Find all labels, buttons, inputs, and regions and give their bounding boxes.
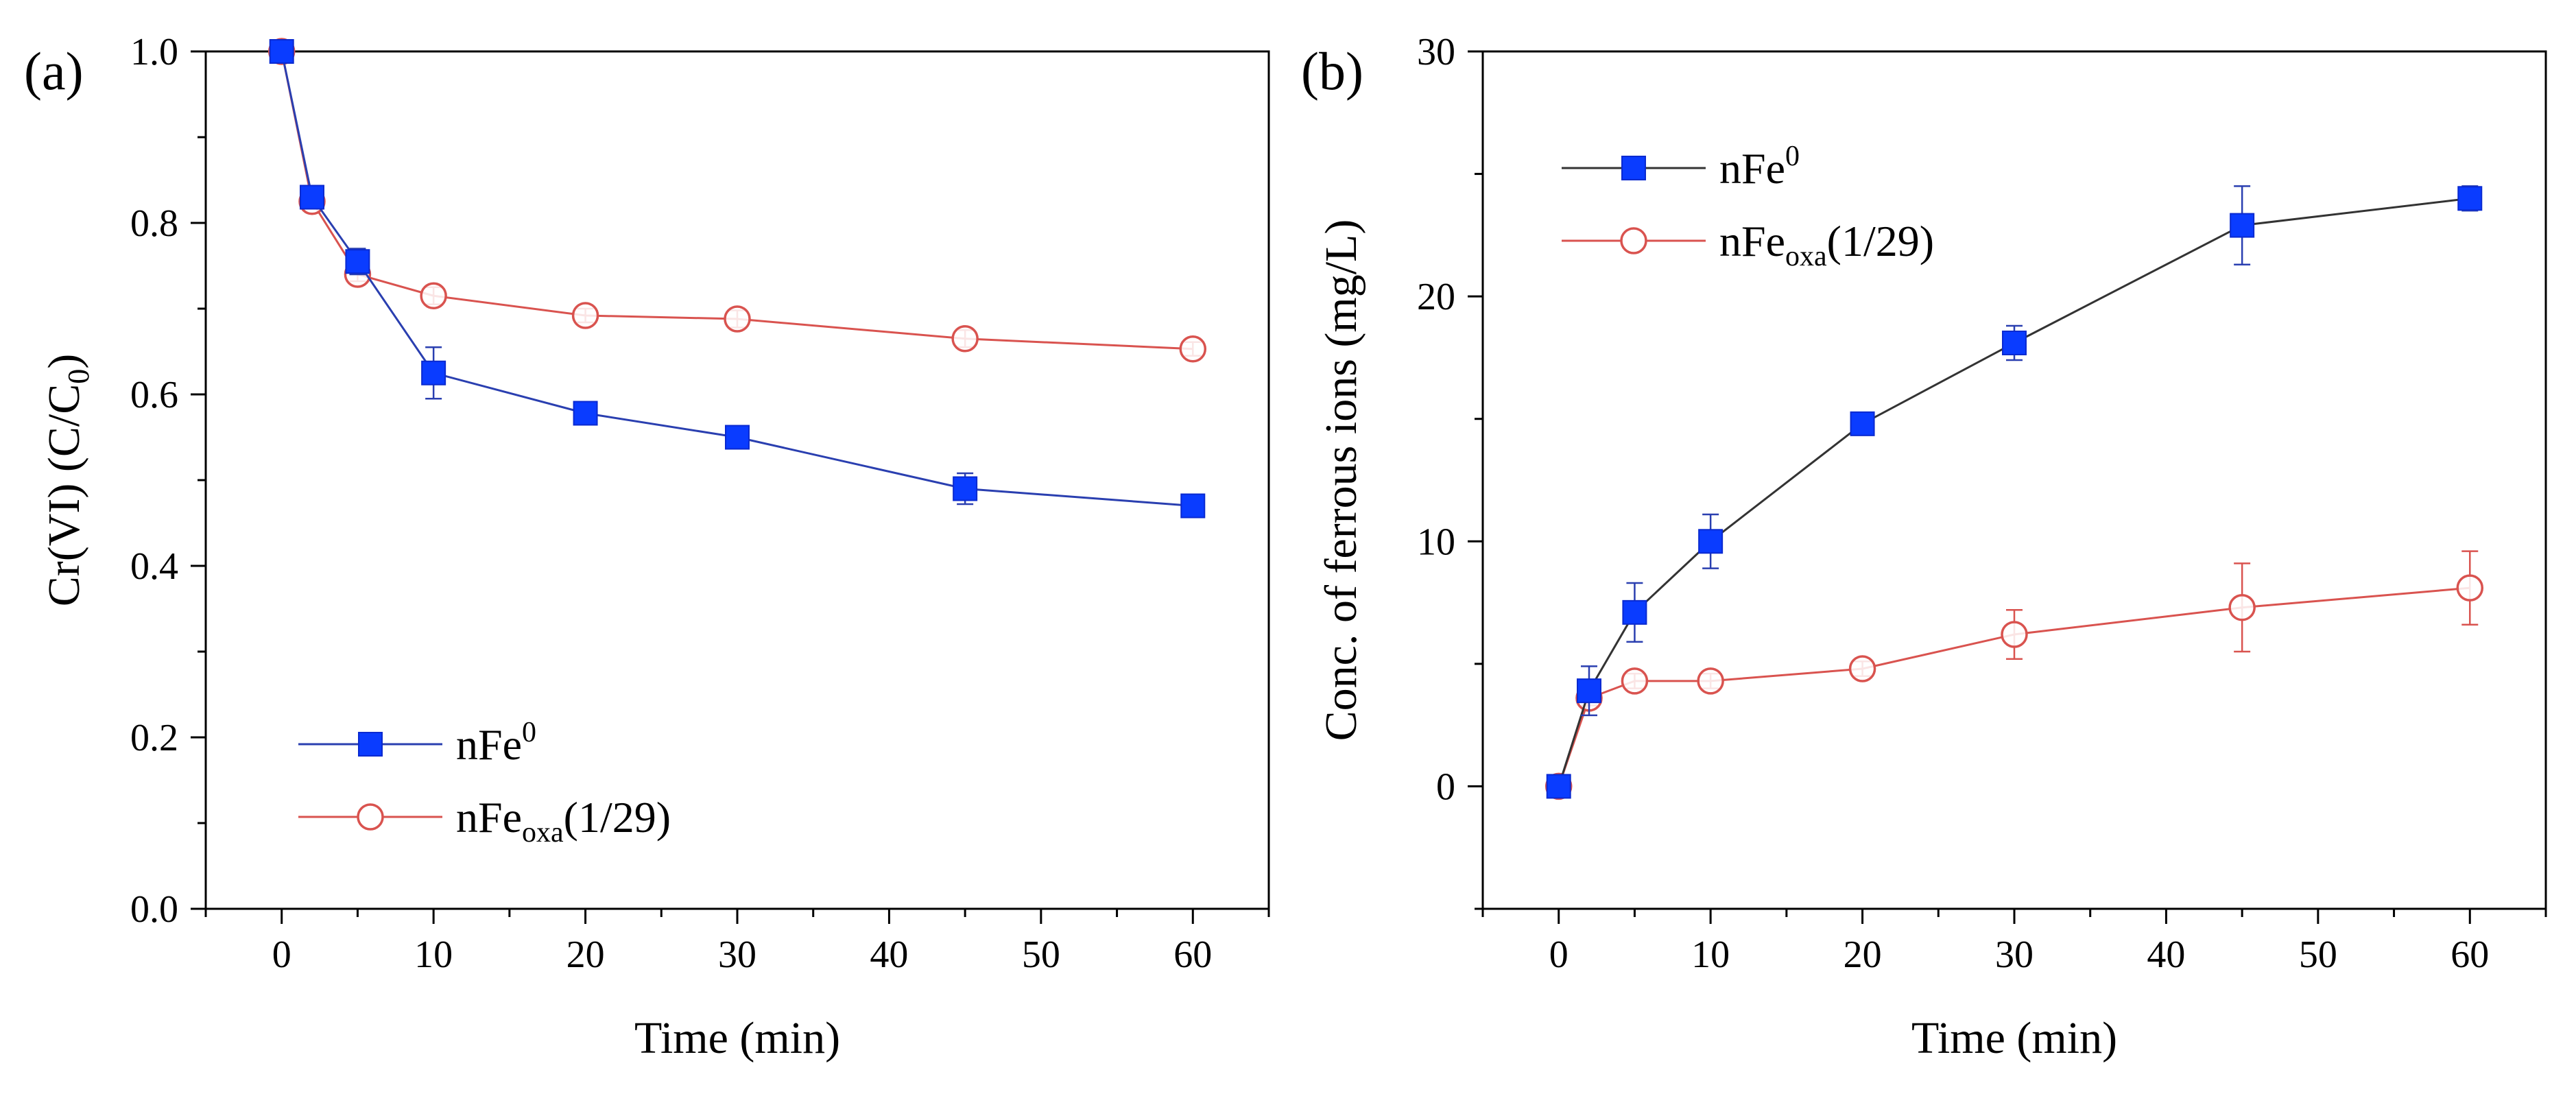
y-tick-label: 20 (1417, 276, 1455, 318)
data-point (1179, 335, 1207, 363)
y-tick-label: 0.0 (130, 888, 178, 931)
x-tick-label: 50 (1022, 934, 1060, 976)
y-axis-label: Conc. of ferrous ions (mg/L) (1316, 219, 1366, 741)
x-tick-label: 60 (1173, 934, 1212, 976)
x-tick-label: 30 (718, 934, 756, 976)
data-point (725, 425, 750, 450)
data-point (300, 185, 324, 210)
legend-label: nFeoxa(1/29) (456, 793, 671, 848)
x-axis-label: Time (min) (634, 1013, 840, 1063)
series-nfeoxa (267, 38, 1207, 363)
x-tick-label: 0 (1549, 934, 1569, 976)
x-tick-label: 20 (567, 934, 605, 976)
data-point (2228, 593, 2256, 621)
y-tick-label: 0 (1436, 765, 1455, 808)
y-tick-label: 0.2 (130, 717, 178, 759)
y-axis-label: Cr(VI) (C/C0) (39, 354, 95, 606)
data-point (421, 360, 446, 385)
y-tick-label: 1.0 (130, 31, 178, 73)
data-point (1621, 667, 1649, 695)
x-tick-label: 30 (1995, 934, 2034, 976)
x-tick-label: 0 (272, 934, 291, 976)
data-point (951, 325, 979, 353)
chart-panel-a: (a) 0 10 20 30 40 50 60 0.0 0.2 0.4 0.6 0.8 1.0 Time (… (24, 31, 1270, 1063)
x-tick-label: 10 (1691, 934, 1730, 976)
legend-marker (358, 732, 383, 757)
legend: nFe0 nFeoxa(1/29) (298, 717, 671, 848)
series-nfe0 (269, 39, 1206, 519)
y-tick-label: 0.6 (130, 374, 178, 416)
panel-label: (a) (24, 41, 84, 101)
data-point (1850, 411, 1875, 436)
legend-label: nFe0 (1719, 141, 1800, 193)
x-tick-label: 50 (2299, 934, 2337, 976)
data-point (345, 249, 370, 274)
series-line (281, 51, 1193, 350)
data-point (269, 39, 294, 64)
x-tick-label: 40 (2147, 934, 2185, 976)
legend-marker (357, 803, 384, 831)
panel-label: (b) (1301, 41, 1363, 101)
data-point (2457, 186, 2483, 211)
series-nfeoxa (1545, 550, 2484, 800)
data-point (2456, 574, 2484, 602)
legend-marker (1620, 227, 1647, 254)
x-tick-label: 60 (2450, 934, 2489, 976)
data-point (1698, 529, 1724, 554)
data-point (571, 302, 599, 329)
legend-marker (1621, 156, 1646, 180)
data-point (1622, 599, 1647, 625)
x-tick-label: 20 (1844, 934, 1882, 976)
series-nfe0 (1546, 185, 2483, 799)
data-point (2230, 213, 2255, 238)
y-tick-label: 0.8 (130, 202, 178, 245)
legend-label: nFeoxa(1/29) (1719, 217, 1934, 272)
legend-label: nFe0 (456, 717, 536, 769)
x-axis-label: Time (min) (1911, 1013, 2117, 1063)
y-tick-label: 30 (1417, 31, 1455, 73)
data-point (420, 282, 447, 309)
data-point (1577, 678, 1601, 704)
data-point (573, 401, 598, 426)
legend: nFe0 nFeoxa(1/29) (1562, 141, 1934, 272)
data-point (2002, 331, 2027, 355)
data-point (2001, 621, 2028, 648)
data-point (953, 476, 978, 501)
data-point (1546, 774, 1571, 799)
data-point (1848, 655, 1876, 682)
y-tick-label: 0.4 (130, 545, 178, 588)
y-tick-label: 10 (1417, 521, 1455, 563)
x-tick-label: 40 (870, 934, 908, 976)
plot-frame (204, 50, 1270, 910)
data-point (724, 305, 751, 333)
data-point (1697, 667, 1724, 695)
chart-panel-b: (b) 0 10 20 30 40 50 60 0 10 20 30 Time (min) Conc. o… (1301, 31, 2547, 1063)
series-line (1558, 197, 2470, 787)
x-tick-label: 10 (414, 934, 453, 976)
data-point (1180, 493, 1206, 519)
